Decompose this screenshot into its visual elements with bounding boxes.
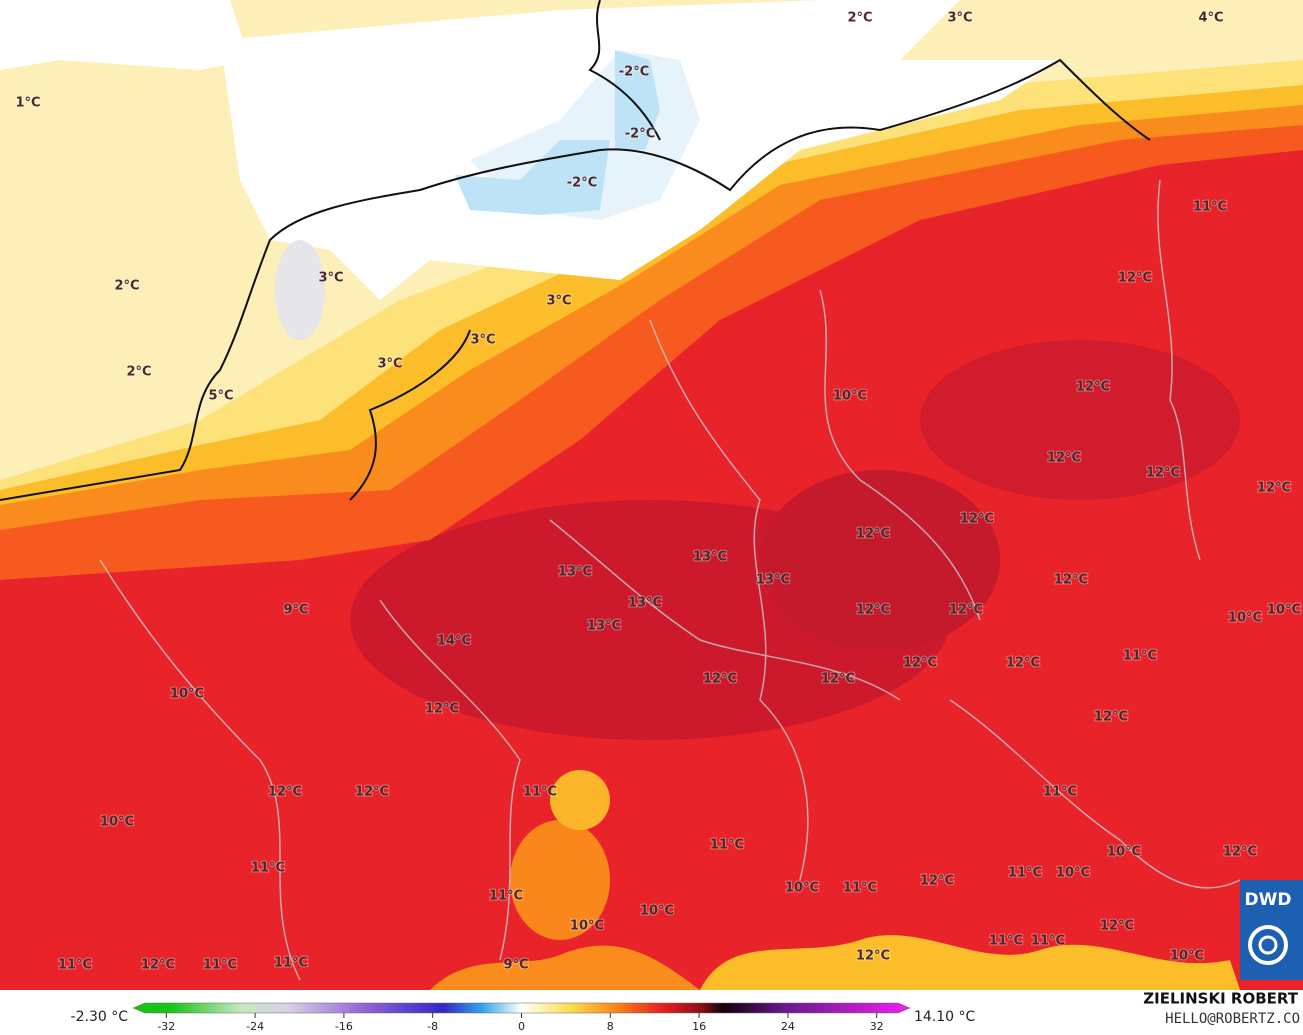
temp-label: 2°C bbox=[114, 279, 139, 294]
colorbar-tick-label: 32 bbox=[870, 1020, 884, 1033]
temp-label: 12°C bbox=[1118, 271, 1152, 286]
temp-label: 11°C bbox=[1043, 785, 1077, 800]
temp-label: 12°C bbox=[903, 656, 937, 671]
borders bbox=[99, 179, 1241, 981]
temp-label: 9°C bbox=[503, 958, 528, 973]
temp-label: 3°C bbox=[318, 271, 343, 286]
temp-label: 11°C bbox=[58, 958, 92, 973]
temp-label: 3°C bbox=[377, 357, 402, 372]
temp-label: 11°C bbox=[843, 881, 877, 896]
temp-label: 11°C bbox=[989, 934, 1023, 949]
temp-label: 10°C bbox=[100, 815, 134, 830]
temp-label: 12°C bbox=[1257, 481, 1291, 496]
temp-label: 3°C bbox=[470, 333, 495, 348]
temp-label: 12°C bbox=[1076, 380, 1110, 395]
temperature-labels: 1°C 2°C 2°C 5°C 3°C 3°C 3°C 3°C -2°C -2°C -2°C 2°C 3… bbox=[14, 10, 1302, 974]
temp-label: 13°C bbox=[756, 573, 790, 588]
temp-label: 11°C bbox=[1123, 649, 1157, 664]
credit-email: HELLO@ROBERTZ.CO bbox=[1165, 1011, 1300, 1027]
temp-label: 12°C bbox=[920, 874, 954, 889]
colorbar-tick-label: 16 bbox=[692, 1020, 706, 1033]
temp-label: 12°C bbox=[856, 603, 890, 618]
temp-label: 12°C bbox=[1146, 466, 1180, 481]
colorbar-tick-label: 0 bbox=[518, 1020, 525, 1033]
temp-label: 10°C bbox=[1056, 866, 1090, 881]
temp-label: 12°C bbox=[821, 672, 855, 687]
temp-label: 4°C bbox=[1198, 11, 1223, 26]
temp-label: 11°C bbox=[523, 785, 557, 800]
temp-label: 12°C bbox=[1047, 451, 1081, 466]
temp-label: 1°C bbox=[15, 96, 40, 111]
temp-label: 12°C bbox=[268, 785, 302, 800]
colorbar-tick-label: -16 bbox=[335, 1020, 353, 1033]
credit-name: ZIELINSKI ROBERT bbox=[1143, 990, 1298, 1008]
temp-label: 11°C bbox=[203, 958, 237, 973]
coastline bbox=[0, 0, 1151, 501]
map-background bbox=[0, 0, 1303, 990]
temp-label: 12°C bbox=[1054, 573, 1088, 588]
temp-label: -2°C bbox=[567, 176, 597, 191]
temp-label: 13°C bbox=[558, 565, 592, 580]
temp-label: 13°C bbox=[693, 550, 727, 565]
colorbar-tick-label: 24 bbox=[781, 1020, 795, 1033]
temp-label: 13°C bbox=[628, 596, 662, 611]
temp-label: 10°C bbox=[1228, 611, 1262, 626]
colorbar: -2.30 °C 14.10 °C -32 -24 -16 -8 0 8 16 24 32 bbox=[71, 1002, 976, 1033]
temp-label: -2°C bbox=[619, 65, 649, 80]
dwd-logo: DWD bbox=[1240, 880, 1303, 980]
temp-label: 10°C bbox=[785, 881, 819, 896]
temp-label: 2°C bbox=[126, 365, 151, 380]
temp-label: 5°C bbox=[208, 389, 233, 404]
temp-label: 12°C bbox=[703, 672, 737, 687]
temp-label: 9°C bbox=[283, 603, 308, 618]
temp-label: 12°C bbox=[141, 958, 175, 973]
temp-label: 11°C bbox=[1008, 866, 1042, 881]
logo-text: DWD bbox=[1245, 890, 1292, 910]
temp-label: -2°C bbox=[625, 127, 655, 142]
temp-label: 12°C bbox=[425, 702, 459, 717]
temp-label: 14°C bbox=[437, 634, 471, 649]
temp-label: 10°C bbox=[1170, 949, 1204, 964]
legend-max: 14.10 °C bbox=[914, 1009, 976, 1025]
colorbar-tick-label: -8 bbox=[427, 1020, 438, 1033]
temp-label: 11°C bbox=[1193, 200, 1227, 215]
temp-label: 10°C bbox=[640, 904, 674, 919]
temp-label: 12°C bbox=[355, 785, 389, 800]
temp-label: 12°C bbox=[1223, 845, 1257, 860]
legend-min: -2.30 °C bbox=[71, 1009, 129, 1025]
temp-label: 11°C bbox=[274, 956, 308, 971]
temp-label: 13°C bbox=[587, 619, 621, 634]
temp-label: 11°C bbox=[489, 889, 523, 904]
temp-label: 2°C bbox=[847, 11, 872, 26]
colorbar-tick-label: 8 bbox=[607, 1020, 614, 1033]
temp-label: 12°C bbox=[949, 603, 983, 618]
temp-label: 12°C bbox=[960, 512, 994, 527]
temp-label: 3°C bbox=[947, 11, 972, 26]
temp-label: 12°C bbox=[856, 949, 890, 964]
temp-label: 10°C bbox=[570, 919, 604, 934]
temp-label: 11°C bbox=[1031, 934, 1065, 949]
colorbar-tick-label: -24 bbox=[246, 1020, 264, 1033]
temp-label: 11°C bbox=[251, 861, 285, 876]
temp-label: 11°C bbox=[710, 838, 744, 853]
temp-label: 12°C bbox=[856, 527, 890, 542]
temp-label: 10°C bbox=[833, 389, 867, 404]
colorbar-tick-label: -32 bbox=[157, 1020, 175, 1033]
temp-label: 12°C bbox=[1100, 919, 1134, 934]
temp-label: 12°C bbox=[1094, 710, 1128, 725]
temp-label: 10°C bbox=[170, 687, 204, 702]
temp-label: 10°C bbox=[1267, 603, 1301, 618]
temp-label: 3°C bbox=[546, 294, 571, 309]
temp-label: 12°C bbox=[1006, 656, 1040, 671]
temp-label: 10°C bbox=[1107, 845, 1141, 860]
